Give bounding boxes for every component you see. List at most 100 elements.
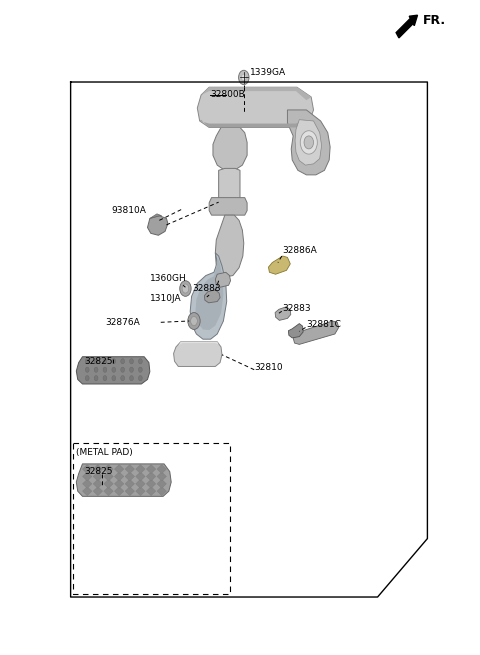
Text: 32825: 32825 — [84, 357, 113, 365]
Circle shape — [239, 70, 249, 84]
Polygon shape — [295, 120, 322, 165]
Polygon shape — [76, 464, 171, 496]
Polygon shape — [209, 198, 247, 215]
Polygon shape — [136, 464, 145, 474]
Circle shape — [85, 359, 89, 364]
Polygon shape — [204, 290, 220, 303]
Circle shape — [121, 359, 124, 364]
Circle shape — [300, 131, 317, 154]
Polygon shape — [268, 256, 290, 274]
Text: 32886A: 32886A — [283, 246, 317, 255]
Polygon shape — [275, 307, 291, 320]
Polygon shape — [114, 472, 124, 481]
Polygon shape — [83, 464, 92, 474]
Circle shape — [138, 375, 142, 381]
Polygon shape — [146, 464, 156, 474]
Polygon shape — [216, 215, 244, 277]
Polygon shape — [174, 342, 222, 366]
Polygon shape — [93, 472, 103, 481]
Text: 1310JA: 1310JA — [150, 294, 181, 303]
Circle shape — [138, 367, 142, 372]
Polygon shape — [200, 120, 309, 128]
Circle shape — [304, 136, 313, 149]
Polygon shape — [104, 487, 113, 496]
Polygon shape — [201, 87, 311, 100]
Text: 32810: 32810 — [254, 364, 283, 372]
Polygon shape — [136, 479, 145, 489]
Polygon shape — [83, 487, 92, 496]
Text: 32825: 32825 — [84, 467, 113, 476]
Text: (METAL PAD): (METAL PAD) — [76, 448, 133, 457]
Polygon shape — [216, 272, 230, 288]
Text: 32800B: 32800B — [211, 90, 245, 100]
Polygon shape — [93, 479, 103, 489]
Circle shape — [138, 359, 142, 364]
Polygon shape — [104, 464, 113, 474]
Polygon shape — [104, 472, 113, 481]
Text: 32883: 32883 — [283, 303, 312, 312]
Polygon shape — [114, 464, 124, 474]
Polygon shape — [147, 215, 168, 235]
Circle shape — [130, 367, 133, 372]
Circle shape — [121, 375, 124, 381]
Polygon shape — [179, 342, 219, 346]
Polygon shape — [157, 464, 167, 474]
Circle shape — [241, 74, 246, 81]
Polygon shape — [125, 487, 134, 496]
Polygon shape — [125, 479, 134, 489]
Polygon shape — [146, 487, 156, 496]
Text: 32876A: 32876A — [105, 318, 140, 327]
Polygon shape — [114, 479, 124, 489]
Polygon shape — [293, 321, 339, 345]
Circle shape — [182, 284, 189, 293]
Text: FR.: FR. — [423, 14, 446, 28]
Polygon shape — [195, 257, 223, 330]
Polygon shape — [136, 487, 145, 496]
Circle shape — [103, 359, 107, 364]
Polygon shape — [288, 324, 303, 338]
Polygon shape — [157, 472, 167, 481]
Polygon shape — [93, 464, 103, 474]
Circle shape — [112, 359, 116, 364]
Circle shape — [130, 375, 133, 381]
Text: 1339GA: 1339GA — [250, 67, 286, 77]
Text: 93810A: 93810A — [111, 206, 146, 215]
Polygon shape — [76, 357, 150, 384]
Circle shape — [94, 375, 98, 381]
Polygon shape — [146, 479, 156, 489]
Polygon shape — [136, 472, 145, 481]
Polygon shape — [83, 479, 92, 489]
Polygon shape — [288, 110, 330, 175]
Polygon shape — [114, 487, 124, 496]
Circle shape — [103, 375, 107, 381]
Polygon shape — [219, 168, 240, 206]
Text: 32881C: 32881C — [306, 320, 341, 329]
Circle shape — [188, 312, 200, 329]
Circle shape — [112, 375, 116, 381]
Polygon shape — [125, 464, 134, 474]
Circle shape — [180, 281, 191, 296]
Circle shape — [94, 367, 98, 372]
Circle shape — [121, 367, 124, 372]
Circle shape — [103, 367, 107, 372]
Polygon shape — [213, 128, 247, 170]
Circle shape — [112, 367, 116, 372]
Polygon shape — [150, 214, 162, 218]
Polygon shape — [83, 472, 92, 481]
Polygon shape — [104, 479, 113, 489]
Polygon shape — [93, 487, 103, 496]
Polygon shape — [197, 87, 313, 128]
Text: 1360GH: 1360GH — [150, 274, 187, 284]
Circle shape — [130, 359, 133, 364]
Polygon shape — [190, 253, 227, 339]
FancyArrow shape — [396, 15, 418, 38]
Circle shape — [85, 367, 89, 372]
Circle shape — [94, 359, 98, 364]
Polygon shape — [146, 472, 156, 481]
Polygon shape — [157, 487, 167, 496]
Polygon shape — [125, 472, 134, 481]
Circle shape — [85, 375, 89, 381]
Text: 32883: 32883 — [192, 284, 221, 293]
Circle shape — [191, 316, 197, 326]
Polygon shape — [157, 479, 167, 489]
